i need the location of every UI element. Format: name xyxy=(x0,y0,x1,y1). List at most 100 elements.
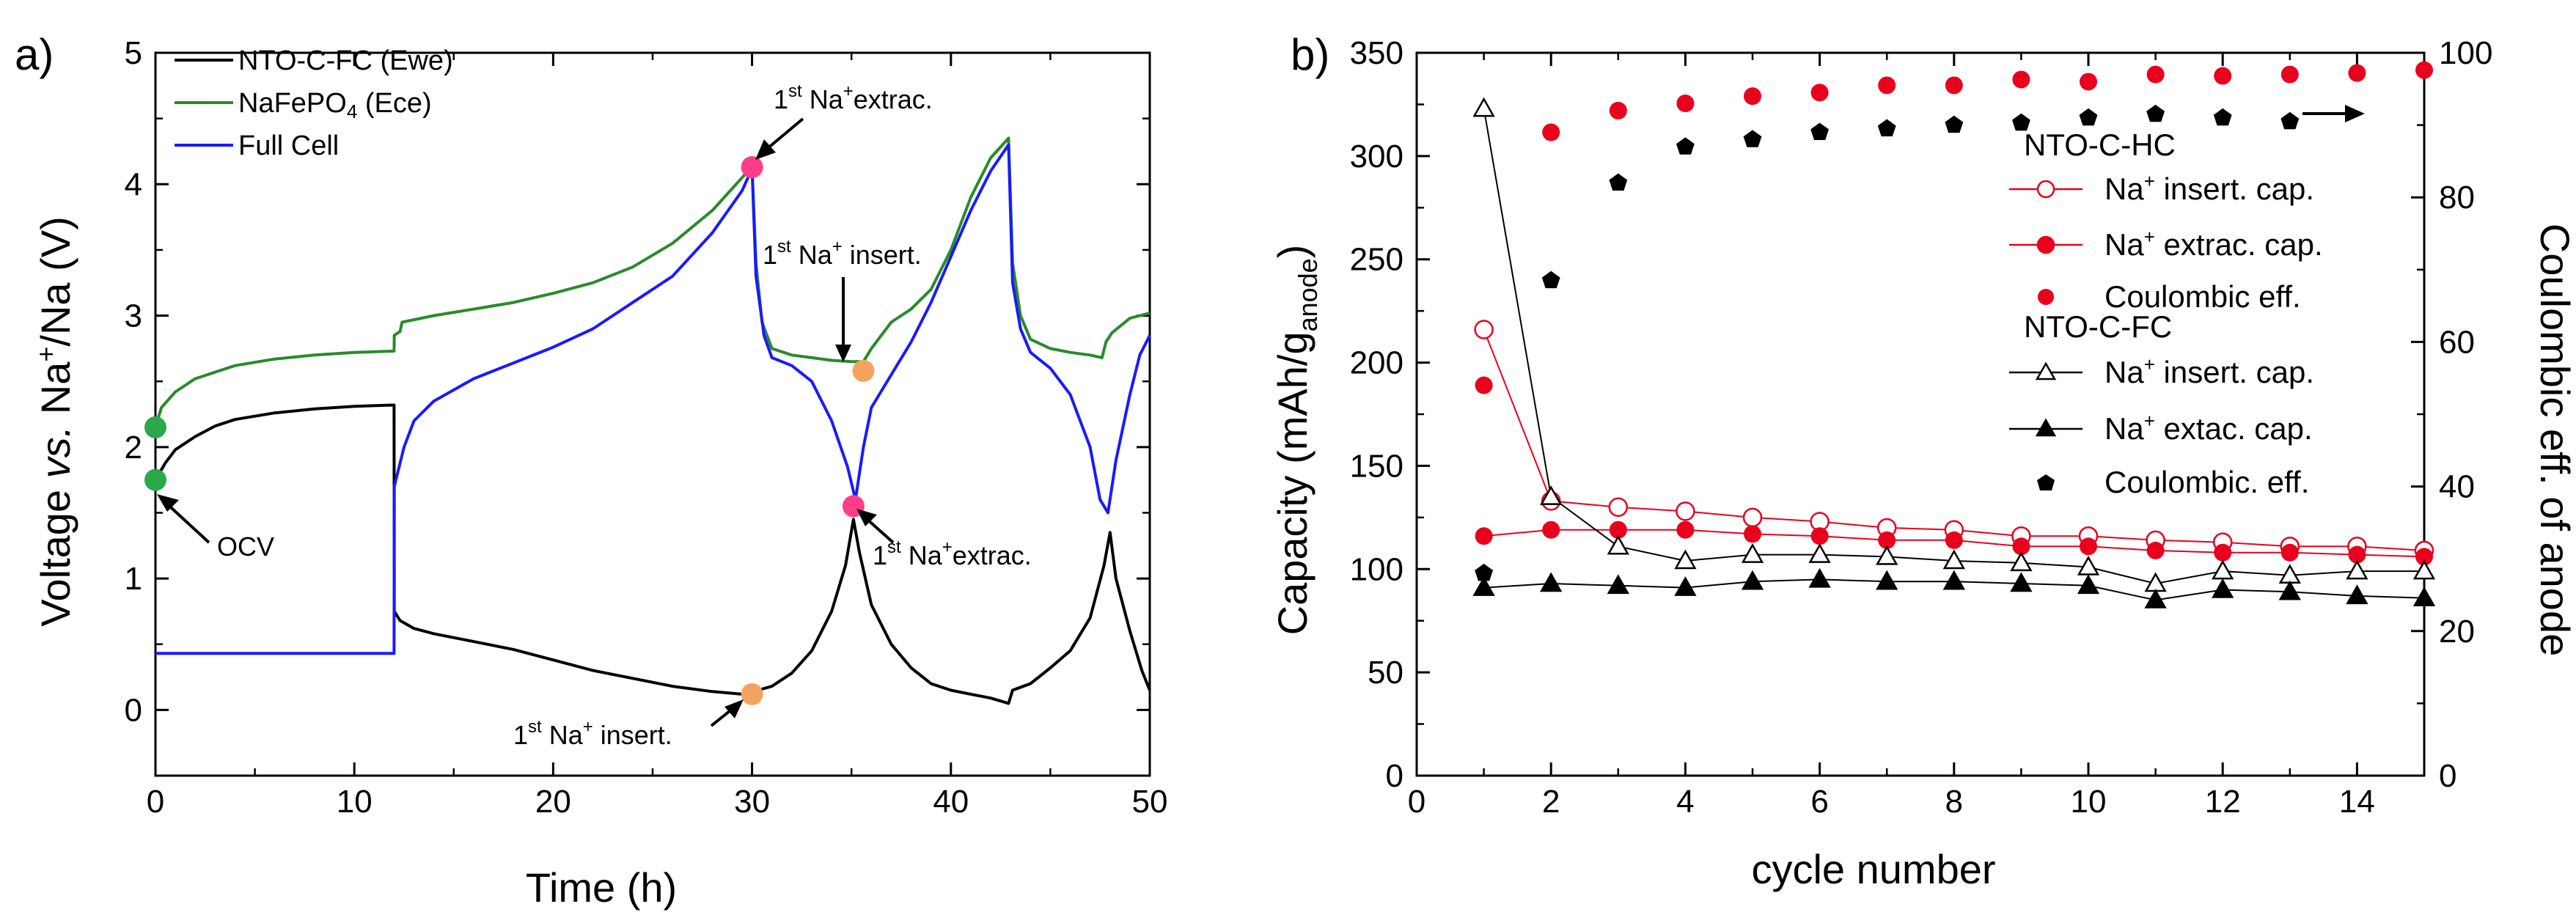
series-a xyxy=(154,136,1151,705)
data-point xyxy=(1945,76,1963,95)
data-point xyxy=(1674,576,1697,596)
x-tick-label: 8 xyxy=(1945,784,1963,820)
insert-nfp-marker xyxy=(852,359,875,382)
y-tick-label-left: 200 xyxy=(1350,345,1403,381)
data-point xyxy=(1945,531,1963,549)
y-tick-label-right: 60 xyxy=(2439,324,2475,360)
data-point xyxy=(2280,543,2299,562)
legend-swatch-marker xyxy=(2035,361,2057,380)
data-point xyxy=(2079,108,2098,126)
data-point xyxy=(1676,95,1695,113)
data-point xyxy=(2280,65,2299,84)
data-point xyxy=(1741,570,1764,590)
data-point xyxy=(2213,108,2232,126)
series-b xyxy=(1472,61,2436,608)
series-5 xyxy=(1475,104,2300,581)
y-tick-label-right: 0 xyxy=(2439,758,2456,794)
data-point xyxy=(1542,521,1560,539)
insert-top-arrowhead xyxy=(835,345,851,362)
extrac-mid-arrowhead xyxy=(856,509,877,526)
extrac-label-top: 1st Na+extrac. xyxy=(774,81,933,114)
legend-swatch-marker xyxy=(2036,235,2055,254)
data-point xyxy=(2077,574,2100,595)
x-tick-label: 14 xyxy=(2339,784,2375,820)
data-point xyxy=(1876,570,1898,590)
y-tick-label-right: 20 xyxy=(2439,614,2475,650)
data-point xyxy=(2212,559,2234,580)
data-point xyxy=(2415,548,2433,566)
axes-ticks-a xyxy=(154,51,1151,777)
data-point xyxy=(2412,586,2436,606)
data-point xyxy=(1744,87,1761,106)
data-point xyxy=(1676,521,1695,539)
y-axis-title-b-right: Coulombic eff. of anode xyxy=(2532,224,2576,656)
data-point xyxy=(1475,376,1493,394)
series-4 xyxy=(1472,567,2436,608)
legend-text-full-cell: Full Cell xyxy=(238,130,339,161)
data-point xyxy=(1475,527,1493,545)
data-point xyxy=(1878,531,1896,549)
data-point xyxy=(1810,84,1829,102)
insert-anode-marker xyxy=(741,683,763,705)
x-axis-title-a: Time (h) xyxy=(526,864,677,911)
annotations-a: OCV 1st Na+extrac. 1st Na+ insert. 1st N… xyxy=(157,81,1032,750)
data-point xyxy=(1540,485,1563,505)
data-point xyxy=(2212,578,2234,598)
legend-entry-fc-extac: Na+ extac. cap. xyxy=(2009,410,2313,446)
data-point xyxy=(1810,122,1829,140)
data-point xyxy=(1810,527,1829,545)
data-point xyxy=(1676,137,1695,155)
data-point xyxy=(2010,572,2033,592)
series-1 xyxy=(1475,521,2433,566)
data-point xyxy=(2346,559,2368,580)
x-tick-label: 40 xyxy=(933,784,969,820)
data-point xyxy=(1607,534,1629,555)
data-point xyxy=(2146,541,2165,559)
y-tick-label-left: 100 xyxy=(1350,551,1403,587)
legend-text: Na+ extac. cap. xyxy=(2105,410,2313,446)
data-point xyxy=(2415,61,2433,79)
data-point xyxy=(1474,320,1494,339)
legend-swatch-marker xyxy=(2038,289,2054,305)
legend-text: Coulombic. eff. xyxy=(2105,465,2309,499)
data-point xyxy=(1542,123,1560,141)
data-point xyxy=(2280,111,2300,130)
legend-a: NTO-C-FC (Ewe) NaFePO4 (Ece) Full Cell xyxy=(175,45,453,161)
x-tick-label: 10 xyxy=(2071,784,2107,820)
chart-panel-a: a) 0 10 20 30 40 50 0 1 2 3 4 5 NTO-C-FC (Ewe) NaFe… xyxy=(15,30,1167,911)
data-point xyxy=(2012,70,2030,89)
data-point xyxy=(2080,537,2097,556)
data-point xyxy=(2146,65,2165,84)
markers-a xyxy=(144,155,875,705)
x-tick-label: 2 xyxy=(1542,784,1560,820)
x-tick-label: 10 xyxy=(337,784,373,820)
data-point xyxy=(1877,119,1896,136)
y-tick-label: 4 xyxy=(125,166,142,202)
axes-ticks-b xyxy=(1415,51,2424,777)
data-point xyxy=(2012,537,2030,556)
y-tick-label: 3 xyxy=(125,298,142,334)
legend-group-hc-title: NTO-C-HC xyxy=(2024,128,2176,162)
data-point xyxy=(1674,549,1697,570)
ocv-arrowhead xyxy=(157,494,179,512)
data-point xyxy=(1472,97,1495,117)
legend-text: Na+ insert. cap. xyxy=(2105,170,2314,206)
y-tick-label-left: 350 xyxy=(1350,35,1403,71)
y-tick-label-right: 40 xyxy=(2439,469,2475,505)
data-point xyxy=(1608,497,1629,518)
y-tick-label: 0 xyxy=(125,692,142,728)
legend-entry-fc-insert: Na+ insert. cap. xyxy=(2009,353,2314,389)
extrac-top-arrowhead xyxy=(755,139,776,160)
legend-text: Coulombic eff. xyxy=(2105,279,2301,314)
series-line-nafepo4-ece- xyxy=(154,136,1151,428)
panel-a-label: a) xyxy=(15,30,54,79)
y-tick-label-left: 300 xyxy=(1350,139,1403,174)
data-point xyxy=(2144,589,2167,608)
data-point xyxy=(1744,525,1761,543)
series-2 xyxy=(1475,61,2433,394)
data-point xyxy=(1609,521,1627,539)
x-tick-label: 12 xyxy=(2205,784,2241,820)
data-point xyxy=(1876,545,1898,565)
insert-label-top: 1st Na+ insert. xyxy=(763,237,922,270)
data-point xyxy=(1808,543,1831,563)
